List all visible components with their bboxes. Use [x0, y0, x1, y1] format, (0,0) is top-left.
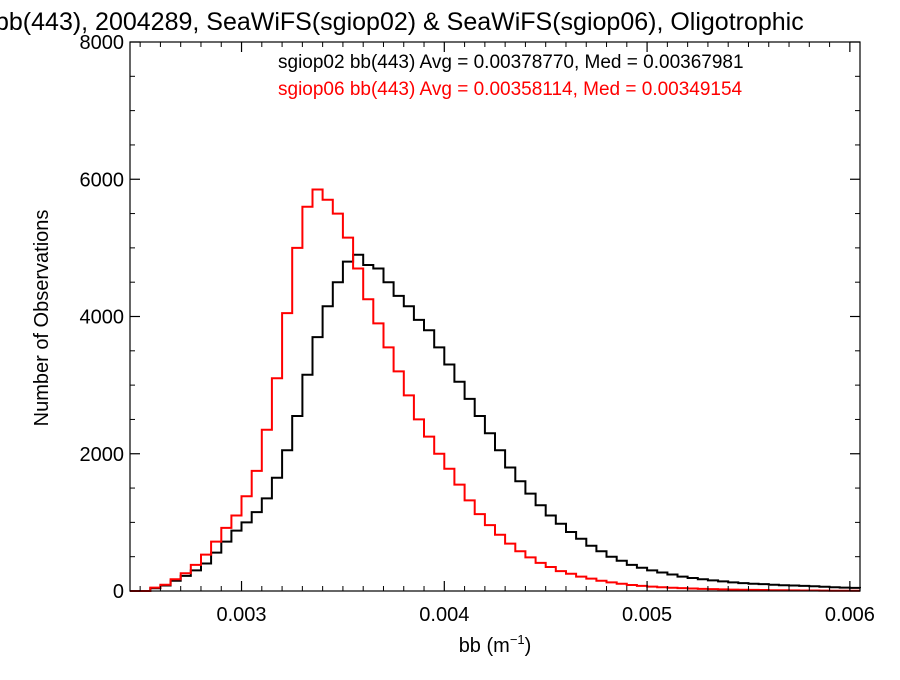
x-axis-label: bb (m−1)	[459, 632, 532, 657]
y-tick-label: 8000	[80, 32, 125, 54]
x-axis-label-sup: −1	[510, 632, 525, 647]
y-axis-label: Number of Observations	[31, 210, 53, 427]
y-tick-label: 4000	[80, 307, 125, 329]
chart-title: bb(443), 2004289, SeaWiFS(sgiop02) & Sea…	[0, 8, 804, 36]
y-tick-label: 6000	[80, 169, 125, 191]
series-line-sgiop02	[130, 253, 861, 592]
x-axis-label-close: )	[525, 635, 532, 657]
y-tick-label: 0	[113, 581, 124, 603]
x-tick-label: 0.004	[419, 604, 469, 626]
legend-entry-sgiop02: sgiop02 bb(443) Avg = 0.00378770, Med = …	[278, 52, 744, 73]
x-tick-label: 0.005	[622, 604, 672, 626]
x-tick-label: 0.003	[216, 604, 266, 626]
x-axis-label-base: bb (m	[459, 635, 510, 657]
legend-entry-sgiop06: sgiop06 bb(443) Avg = 0.00358114, Med = …	[278, 79, 743, 100]
plot-area: 0.003 0.004 0.005 0.006 0 2000 4000 6000 8000	[80, 32, 875, 626]
x-tick-label: 0.006	[825, 604, 875, 626]
plot-frame	[129, 41, 861, 592]
y-tick-label: 2000	[80, 444, 125, 466]
